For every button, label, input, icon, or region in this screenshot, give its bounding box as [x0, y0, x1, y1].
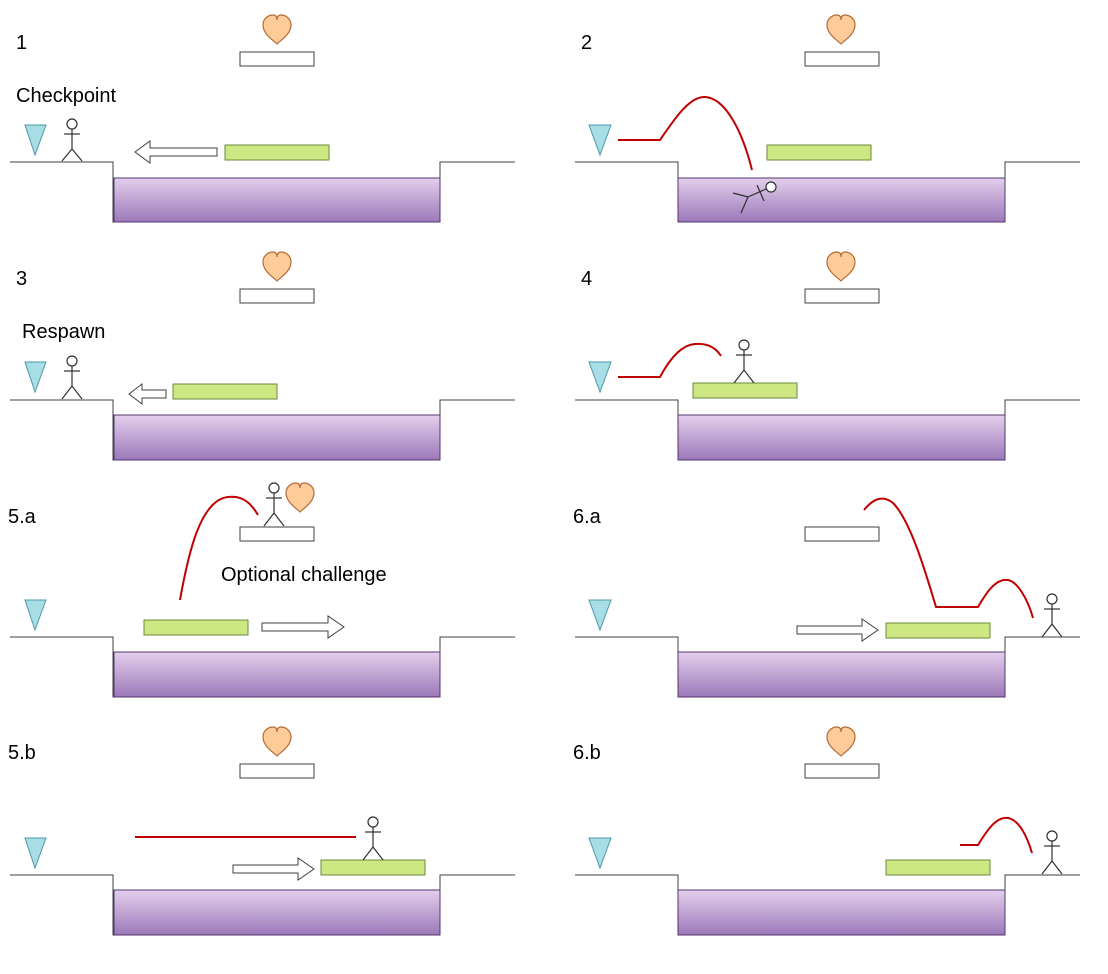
arrow-left-icon: [134, 140, 218, 164]
stick-figure-icon: [61, 355, 83, 400]
checkpoint-flag-icon: [588, 599, 612, 632]
heart-platform: [804, 763, 880, 779]
panel-label: 6.b: [573, 742, 601, 764]
panel-label: 5.a: [8, 506, 37, 528]
trajectory-line: [863, 497, 1034, 619]
stick-figure-icon: [61, 118, 83, 162]
checkpoint-flag-icon: [588, 361, 612, 394]
panel-label: 1: [16, 32, 27, 54]
panel-4: 4: [575, 251, 1080, 461]
water-pool: [677, 414, 1006, 461]
panel-label: 5.b: [8, 742, 36, 764]
heart-icon: [826, 251, 856, 282]
panel-6b: 6.b: [573, 726, 1080, 936]
arrow-right-icon: [232, 857, 315, 881]
trajectory-line: [618, 342, 722, 378]
heart-icon: [826, 726, 856, 757]
panel-label: 6.a: [573, 506, 602, 528]
checkpoint-flag-icon: [24, 599, 47, 632]
water-pool: [677, 651, 1006, 698]
moving-platform: [692, 382, 798, 399]
panel-5a: 5.a Optional challenge: [8, 482, 515, 698]
panel-label: 4: [581, 268, 592, 290]
heart-icon: [285, 482, 315, 513]
checkpoint-flag-icon: [24, 124, 47, 157]
arrow-left-icon: [128, 382, 167, 406]
moving-platform: [766, 144, 872, 161]
panel-6a: 6.a: [573, 497, 1080, 698]
panel-1: 1 Checkpoint: [10, 14, 515, 223]
stick-figure-icon: [733, 339, 755, 384]
moving-platform: [172, 383, 278, 400]
panel-label: 3: [16, 268, 27, 290]
moving-platform: [224, 144, 330, 161]
stick-figure-icon: [1041, 593, 1063, 638]
water-pool: [113, 414, 441, 461]
panel-3: 3 Respawn: [10, 251, 515, 461]
stick-figure-icon: [263, 482, 285, 527]
moving-platform: [885, 859, 991, 876]
trajectory-line: [179, 495, 259, 601]
heart-icon: [826, 14, 856, 45]
checkpoint-flag-icon: [24, 837, 47, 870]
caption-optional-challenge: Optional challenge: [221, 564, 387, 586]
heart-platform: [239, 288, 315, 304]
arrow-right-icon: [796, 618, 879, 642]
moving-platform: [885, 622, 991, 639]
checkpoint-flag-icon: [588, 837, 612, 870]
panel-label: 2: [581, 32, 592, 54]
moving-platform: [143, 619, 249, 636]
panel-2: 2: [575, 14, 1080, 223]
water-pool: [113, 177, 441, 223]
heart-platform: [804, 51, 880, 67]
stick-figure-icon: [362, 816, 384, 861]
arrow-right-icon: [261, 615, 345, 639]
water-pool: [677, 177, 1006, 223]
stick-figure-icon: [1041, 830, 1063, 875]
stick-figure-icon: [732, 181, 777, 214]
caption-checkpoint: Checkpoint: [16, 85, 117, 107]
heart-platform: [239, 763, 315, 779]
heart-icon: [262, 251, 292, 282]
panel-5b: 5.b: [8, 726, 515, 936]
trajectory-line: [960, 816, 1033, 854]
water-pool: [113, 889, 441, 936]
caption-respawn: Respawn: [22, 321, 105, 343]
heart-platform: [804, 288, 880, 304]
water-pool: [113, 651, 441, 698]
checkpoint-flag-icon: [588, 124, 612, 157]
trajectory-line: [618, 95, 753, 171]
heart-platform: [239, 526, 315, 542]
heart-platform: [804, 526, 880, 542]
heart-icon: [262, 14, 292, 45]
moving-platform: [320, 859, 426, 876]
water-pool: [677, 889, 1006, 936]
heart-icon: [262, 726, 292, 757]
checkpoint-flag-icon: [24, 361, 47, 394]
heart-platform: [239, 51, 315, 67]
